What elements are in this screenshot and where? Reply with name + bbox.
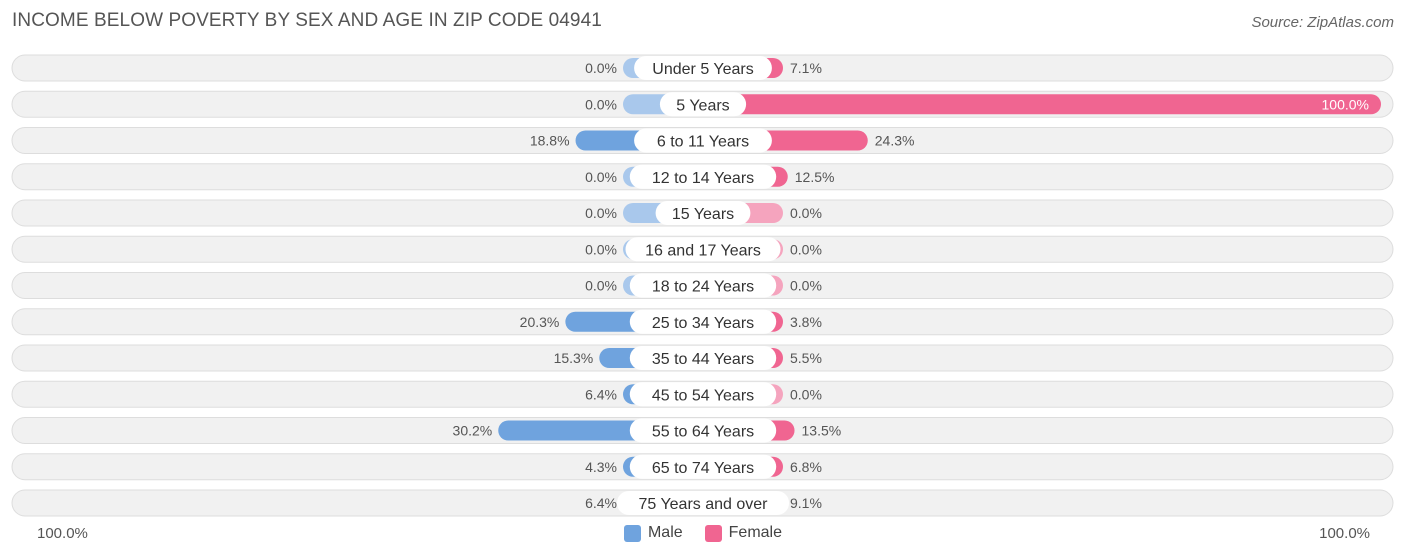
category-label: Under 5 Years — [652, 61, 753, 78]
category-label-bg — [616, 491, 790, 515]
female-value-label: 100.0% — [1322, 96, 1369, 112]
male-value-label: 0.0% — [585, 169, 617, 185]
legend-item-female: Female — [704, 524, 783, 542]
legend-item-male: Male — [623, 524, 683, 542]
category-label-bg — [629, 164, 777, 189]
category-label-bg — [659, 92, 747, 117]
category-label: 25 to 34 Years — [652, 315, 754, 332]
category-label: 55 to 64 Years — [652, 424, 754, 441]
category-label: 65 to 74 Years — [652, 460, 754, 477]
female-value-label: 6.8% — [790, 459, 822, 475]
category-label: 75 Years and over — [639, 496, 769, 513]
male-value-label: 0.0% — [585, 205, 617, 221]
axis-right-label: 100.0% — [1319, 525, 1370, 542]
category-label-bg — [634, 128, 772, 153]
axis-left-label: 100.0% — [37, 525, 88, 542]
male-value-label: 6.4% — [585, 386, 617, 402]
category-label-bg — [629, 454, 777, 479]
male-value-label: 20.3% — [520, 314, 560, 330]
male-value-label: 0.0% — [585, 278, 617, 294]
category-label-bg — [625, 237, 781, 262]
female-value-label: 7.1% — [790, 60, 822, 76]
category-label: 45 to 54 Years — [652, 387, 754, 404]
female-value-label: 3.8% — [790, 314, 822, 330]
female-value-label: 0.0% — [790, 241, 822, 257]
female-value-label: 5.5% — [790, 350, 822, 366]
source-label: Source: ZipAtlas.com — [1251, 14, 1394, 31]
female-value-label: 0.0% — [790, 278, 822, 294]
legend-swatch-female — [704, 524, 722, 542]
male-value-label: 18.8% — [530, 133, 570, 149]
legend: Male Female — [0, 524, 1406, 542]
male-value-label: 6.4% — [585, 495, 617, 511]
category-label: 15 Years — [672, 206, 734, 223]
category-label-bg — [629, 309, 777, 334]
female-value-label: 0.0% — [790, 205, 822, 221]
male-value-label: 0.0% — [585, 60, 617, 76]
category-label: 35 to 44 Years — [652, 351, 754, 368]
female-bar — [703, 94, 1381, 115]
category-label: 5 Years — [676, 97, 729, 114]
category-label: 16 and 17 Years — [645, 242, 761, 259]
legend-swatch-male — [623, 524, 641, 542]
male-value-label: 0.0% — [585, 96, 617, 112]
male-value-label: 15.3% — [554, 350, 594, 366]
category-label: 6 to 11 Years — [657, 134, 749, 151]
category-label-bg — [629, 346, 777, 370]
chart-title: INCOME BELOW POVERTY BY SEX AND AGE IN Z… — [12, 10, 602, 31]
category-label-bg — [629, 273, 777, 298]
female-value-label: 12.5% — [795, 169, 835, 185]
category-label-bg — [655, 201, 751, 225]
category-label: 12 to 14 Years — [652, 170, 754, 187]
category-label-bg — [634, 56, 772, 80]
female-value-label: 0.0% — [790, 386, 822, 402]
female-value-label: 24.3% — [875, 133, 915, 149]
poverty-chart: Under 5 Years 0.0% 7.1% 5 Years 0.0% 100.0% 6 … — [11, 54, 1394, 517]
legend-label-male: Male — [647, 524, 683, 541]
female-value-label: 13.5% — [802, 423, 842, 439]
male-value-label: 30.2% — [453, 423, 493, 439]
category-label-bg — [629, 382, 777, 407]
category-label-bg — [629, 418, 777, 443]
category-label: 18 to 24 Years — [652, 279, 754, 296]
female-value-label: 9.1% — [790, 495, 822, 511]
male-value-label: 4.3% — [585, 459, 617, 475]
male-value-label: 0.0% — [585, 241, 617, 257]
legend-label-female: Female — [728, 524, 783, 541]
